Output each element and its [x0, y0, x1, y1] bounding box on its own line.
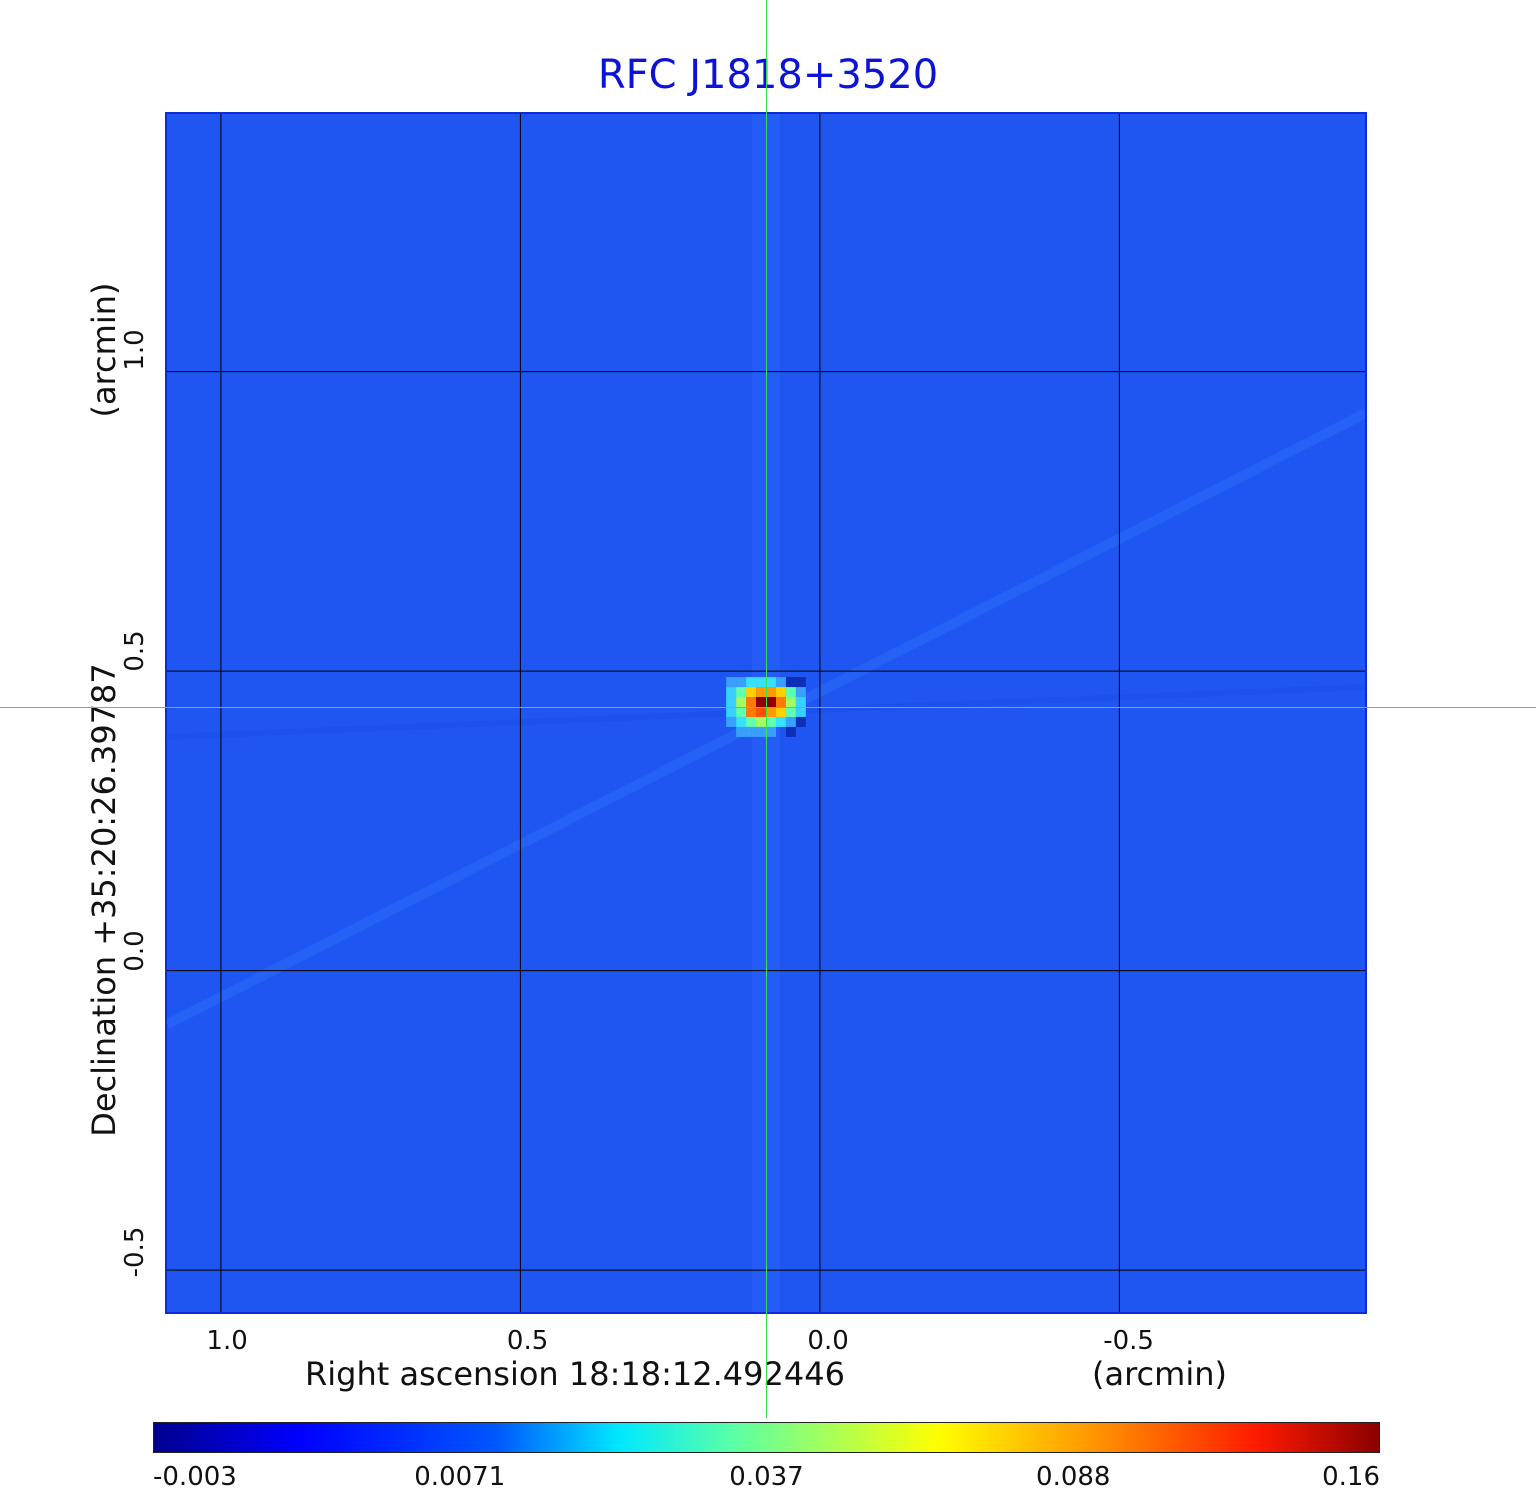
colorbar-tick-label-2: 0.037 — [729, 1462, 804, 1492]
y-tick-label-1: 0.5 — [120, 630, 150, 672]
source-pixel-6 — [785, 677, 796, 688]
crosshair-vertical — [766, 0, 767, 1418]
colorbar-tick-label-3: 0.088 — [1036, 1462, 1111, 1492]
source-pixel-8 — [726, 687, 737, 698]
source-pixel-30 — [785, 707, 796, 717]
source-pixel-2 — [746, 677, 757, 688]
source-pixel-39 — [795, 716, 806, 727]
x-tick-label-1: 0.5 — [506, 1326, 549, 1356]
source-pixel-23 — [795, 697, 806, 708]
source-pixel-42 — [756, 726, 766, 737]
source-pixel-5 — [775, 677, 786, 688]
source-pixel-31 — [795, 707, 806, 717]
source-pixel-38 — [785, 716, 796, 727]
source-pixel-14 — [785, 687, 796, 698]
source-pixel-0 — [726, 677, 737, 688]
source-pixel-3 — [756, 677, 766, 688]
colorbar-tick-label-1: 0.0071 — [414, 1462, 506, 1492]
source-pixel-36 — [766, 716, 776, 727]
chart-title: RFC J1818+3520 — [597, 52, 939, 98]
x-tick-label-3: -0.5 — [1103, 1326, 1154, 1356]
source-pixel-19 — [756, 697, 766, 708]
colorbar-tick-label-4: 0.16 — [1322, 1462, 1380, 1492]
source-pixel-16 — [726, 697, 737, 708]
source-pixel-11 — [756, 687, 766, 698]
source-pixel-33 — [736, 716, 747, 727]
source-pixel-43 — [766, 726, 776, 737]
source-pixel-15 — [795, 687, 806, 698]
source-pixel-34 — [746, 716, 757, 727]
source-pixel-21 — [775, 697, 786, 708]
source-pixel-18 — [746, 697, 757, 708]
crosshair-horizontal — [0, 706, 1536, 708]
source-pixel-7 — [795, 677, 806, 688]
source-pixel-17 — [736, 697, 747, 708]
source-pixel-25 — [736, 707, 747, 717]
source-pixel-1 — [736, 677, 747, 688]
source-pixel-10 — [746, 687, 757, 698]
source-pixel-27 — [756, 707, 766, 717]
colorbar-tick-label-0: -0.003 — [153, 1462, 237, 1492]
source-pixel-4 — [766, 677, 776, 688]
x-tick-label-0: 1.0 — [206, 1326, 248, 1356]
source-pixel-37 — [775, 716, 786, 727]
source-pixel-35 — [756, 716, 766, 727]
colorbar — [153, 1422, 1380, 1453]
y-tick-label-0: 1.0 — [120, 329, 150, 372]
source-pixel-40 — [736, 726, 747, 737]
source-pixel-22 — [785, 697, 796, 708]
y-axis-label: Declination +35:20:26.39787 — [85, 663, 123, 1137]
source-pixel-24 — [726, 707, 737, 717]
source-pixel-26 — [746, 707, 757, 717]
source-pixel-9 — [736, 687, 747, 698]
source-pixel-32 — [726, 716, 737, 727]
x-tick-label-2: 0.0 — [807, 1326, 849, 1356]
source-pixel-12 — [766, 687, 776, 698]
source-pixel-20 — [766, 697, 776, 708]
y-axis-unit: (arcmin) — [85, 282, 123, 418]
source-pixel-28 — [766, 707, 776, 717]
source-pixel-13 — [775, 687, 786, 698]
source-pixel-29 — [775, 707, 786, 717]
x-axis-unit: (arcmin) — [1092, 1355, 1227, 1393]
y-tick-label-3: -0.5 — [120, 1226, 150, 1278]
source-pixel-44 — [785, 726, 796, 737]
source-pixel-41 — [746, 726, 757, 737]
x-axis-label: Right ascension 18:18:12.492446 — [305, 1355, 845, 1393]
y-tick-label-2: 0.0 — [120, 930, 150, 973]
